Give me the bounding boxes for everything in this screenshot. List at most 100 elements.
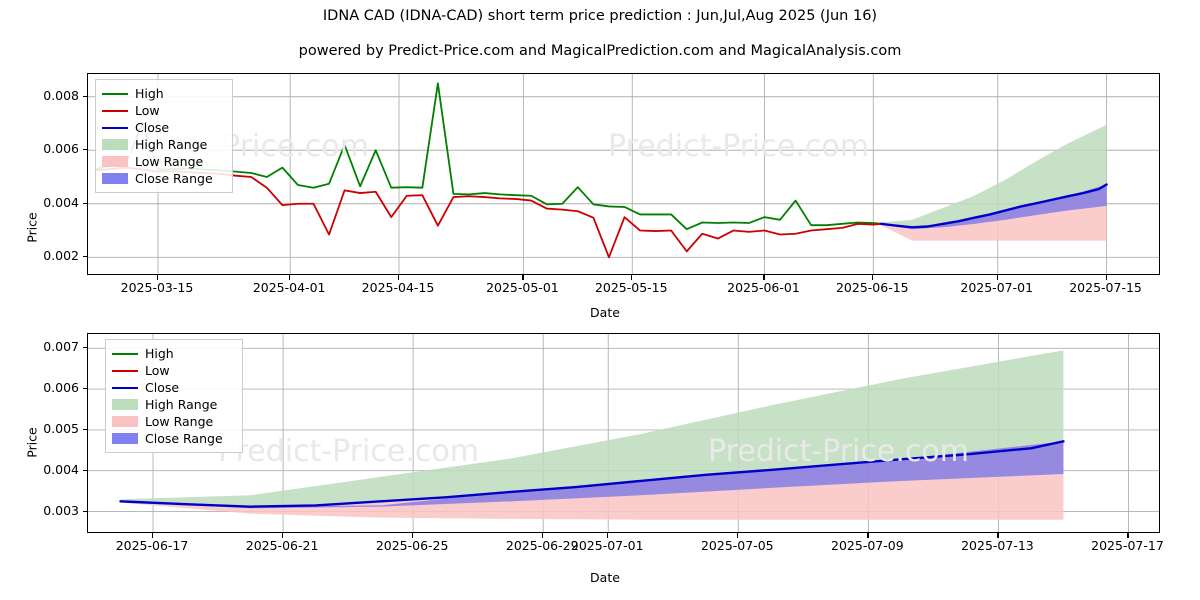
page-title: IDNA CAD (IDNA-CAD) short term price pre… bbox=[322, 8, 878, 24]
top-legend: High Low Close High Range Low Range Clos… bbox=[95, 79, 233, 193]
x-tick-mark bbox=[607, 533, 609, 538]
x-tick-mark bbox=[156, 275, 159, 280]
legend-label-close-range: Close Range bbox=[135, 170, 213, 186]
bottom-plot-area: Predict-Price.com Predict-Price.com bbox=[87, 333, 1160, 533]
legend-label-high-range: High Range bbox=[135, 136, 208, 152]
x-tick-mark bbox=[737, 533, 739, 538]
legend-item-low: Low bbox=[112, 362, 235, 379]
x-tick-label: 2025-06-01 bbox=[727, 280, 800, 295]
bottom-x-axis-label: Date bbox=[590, 570, 620, 585]
x-tick-mark bbox=[412, 533, 414, 538]
y-tick-mark bbox=[83, 202, 87, 204]
y-tick-mark bbox=[83, 510, 87, 512]
legend-item-high: High bbox=[102, 85, 225, 102]
low-range-patch-swatch-icon bbox=[102, 156, 128, 167]
x-tick-mark bbox=[398, 275, 400, 280]
x-tick-label: 2025-04-01 bbox=[252, 280, 326, 295]
legend-label-close-range: Close Range bbox=[145, 430, 223, 446]
y-tick-mark bbox=[83, 428, 87, 431]
legend-label-low-range: Low Range bbox=[135, 153, 204, 169]
x-tick-mark bbox=[542, 533, 544, 538]
y-tick-label: 0.006 bbox=[43, 141, 79, 157]
legend-item-high-range: High Range bbox=[102, 136, 225, 153]
legend-label-high: High bbox=[135, 85, 164, 101]
x-tick-label: 2025-07-05 bbox=[700, 538, 774, 553]
y-tick-mark bbox=[83, 149, 87, 151]
legend-label-close: Close bbox=[145, 379, 180, 395]
legend-label-low-range: Low Range bbox=[145, 413, 214, 429]
x-tick-label: 2025-07-13 bbox=[961, 538, 1034, 553]
x-tick-mark bbox=[867, 533, 869, 538]
top-chart-panel: Price Date Predict-Price.com Predict-Pri… bbox=[0, 60, 1200, 320]
high-line-swatch-icon bbox=[102, 92, 128, 95]
x-tick-label: 2025-07-09 bbox=[831, 538, 904, 553]
x-tick-mark bbox=[997, 533, 999, 538]
legend-label-close: Close bbox=[135, 119, 170, 135]
legend-item-low-range: Low Range bbox=[102, 153, 225, 170]
y-tick-label: 0.004 bbox=[43, 194, 79, 210]
y-tick-mark bbox=[83, 388, 87, 390]
x-tick-mark bbox=[282, 533, 284, 538]
x-tick-label: 2025-07-01 bbox=[570, 538, 644, 553]
bottom-chart-panel: Price Date Predict-Price.com Predict-Pri… bbox=[0, 325, 1200, 600]
legend-item-close-range: Close Range bbox=[112, 430, 235, 447]
x-tick-mark bbox=[1105, 275, 1107, 280]
high-range-patch-swatch-icon bbox=[102, 139, 128, 150]
legend-item-close: Close bbox=[102, 119, 225, 136]
y-tick-label: 0.003 bbox=[43, 502, 79, 518]
x-tick-label: 2025-03-15 bbox=[120, 280, 194, 295]
x-tick-mark bbox=[872, 275, 874, 280]
y-tick-label: 0.004 bbox=[43, 461, 79, 477]
bottom-legend: High Low Close High Range Low Range Clos… bbox=[105, 339, 243, 453]
legend-label-low: Low bbox=[135, 102, 160, 118]
legend-item-high: High bbox=[112, 345, 235, 362]
top-chart-svg bbox=[88, 74, 1159, 274]
y-tick-label: 0.007 bbox=[43, 339, 79, 355]
x-tick-label: 2025-06-25 bbox=[375, 538, 449, 553]
page-subtitle: powered by Predict-Price.com and Magical… bbox=[298, 43, 902, 59]
x-tick-label: 2025-07-15 bbox=[1069, 280, 1142, 295]
x-tick-mark bbox=[152, 533, 154, 538]
legend-item-close: Close bbox=[112, 379, 235, 396]
x-tick-mark bbox=[631, 275, 633, 280]
bottom-chart-svg bbox=[88, 334, 1159, 532]
x-tick-mark bbox=[996, 275, 998, 280]
x-tick-label: 2025-06-15 bbox=[835, 280, 909, 295]
low-line-swatch-icon bbox=[112, 369, 138, 372]
x-tick-label: 2025-07-01 bbox=[960, 280, 1034, 295]
x-tick-label: 2025-07-17 bbox=[1091, 538, 1164, 553]
legend-label-high: High bbox=[145, 345, 174, 361]
legend-item-high-range: High Range bbox=[112, 396, 235, 413]
legend-item-low-range: Low Range bbox=[112, 413, 235, 430]
top-x-axis-label: Date bbox=[590, 305, 620, 320]
high-line-swatch-icon bbox=[112, 352, 138, 355]
low-line-swatch-icon bbox=[102, 109, 128, 112]
close-line-swatch-icon bbox=[112, 386, 138, 389]
x-tick-label: 2025-04-15 bbox=[361, 280, 435, 295]
y-tick-label: 0.008 bbox=[43, 87, 79, 103]
close-range-patch-swatch-icon bbox=[112, 433, 138, 444]
legend-item-close-range: Close Range bbox=[102, 170, 225, 187]
legend-item-low: Low bbox=[102, 102, 225, 119]
x-tick-label: 2025-06-29 bbox=[505, 538, 579, 553]
y-tick-mark bbox=[83, 469, 87, 471]
close-line-swatch-icon bbox=[102, 126, 128, 129]
x-tick-label: 2025-05-15 bbox=[594, 280, 668, 295]
y-tick-mark bbox=[83, 95, 87, 97]
x-tick-label: 2025-05-01 bbox=[486, 280, 559, 295]
high-range-patch-swatch-icon bbox=[112, 399, 138, 410]
y-tick-label: 0.005 bbox=[43, 420, 79, 436]
x-tick-mark bbox=[1127, 533, 1129, 538]
low-range-patch-swatch-icon bbox=[112, 416, 138, 427]
y-tick-label: 0.002 bbox=[43, 248, 79, 264]
x-tick-mark bbox=[763, 275, 765, 280]
top-plot-area: Predict-Price.com Predict-Price.com bbox=[87, 73, 1160, 275]
close-range-patch-swatch-icon bbox=[102, 173, 128, 184]
legend-label-low: Low bbox=[145, 362, 170, 378]
x-tick-label: 2025-06-17 bbox=[115, 538, 189, 553]
x-tick-label: 2025-06-21 bbox=[245, 538, 319, 553]
y-tick-mark bbox=[83, 256, 87, 258]
legend-label-high-range: High Range bbox=[145, 396, 218, 412]
x-tick-mark bbox=[522, 275, 524, 280]
